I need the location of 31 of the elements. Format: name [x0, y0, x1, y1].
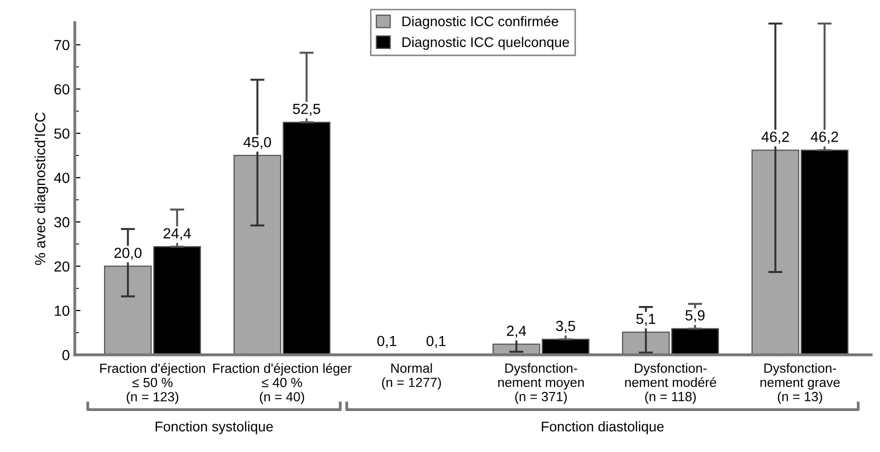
data-label: 0,1 — [426, 336, 446, 348]
data-label: 5,9 — [686, 310, 705, 322]
data-label: 0,1 — [377, 336, 396, 348]
text: Fonction systolique — [156, 421, 273, 434]
x-tick-label: Dysfonction- nement moyen (n = 371) — [498, 363, 584, 404]
legend-label: Diagnostic ICC quelconque — [402, 36, 570, 50]
y-tick-label: 60 — [54, 84, 70, 94]
data-label: 24,4 — [164, 228, 191, 240]
data-label: 3,5 — [556, 320, 576, 333]
legend-label: Diagnostic ICC confirmée — [402, 16, 558, 30]
y-tick-label: 70 — [54, 40, 70, 50]
y-tick-label: 50 — [54, 128, 70, 139]
x-tick-label: Dysfonction- nement grave (n = 13) — [760, 363, 840, 404]
x-tick-label: Normal (n = 1277) — [382, 363, 441, 390]
data-label: 20,0 — [114, 248, 142, 260]
y-tick-label: 40 — [54, 172, 70, 184]
data-label: 46,2 — [810, 132, 838, 144]
x-tick-label: Dysfonction- nement modéré (n = 118) — [625, 363, 716, 404]
data-label: 46,2 — [762, 132, 789, 144]
x-tick-label: Fraction d'éjection ≤ 50 % (n = 123) — [100, 363, 205, 404]
y-axis-title: % avec diagnosticd'ICC — [34, 112, 48, 265]
data-label: 5,1 — [636, 314, 656, 326]
text: Fonction diastolique — [542, 421, 664, 434]
y-tick-label: 30 — [54, 217, 70, 228]
data-label: 45,0 — [244, 136, 272, 150]
y-tick-label: 20 — [54, 261, 70, 272]
data-label: 2,4 — [506, 326, 526, 338]
x-tick-label: Fraction d'éjection léger ≤ 40 % (n = 40) — [213, 363, 352, 404]
data-label: 52,5 — [292, 104, 320, 116]
y-tick-label: 0 — [62, 350, 70, 360]
y-tick-label: 10 — [54, 306, 70, 316]
